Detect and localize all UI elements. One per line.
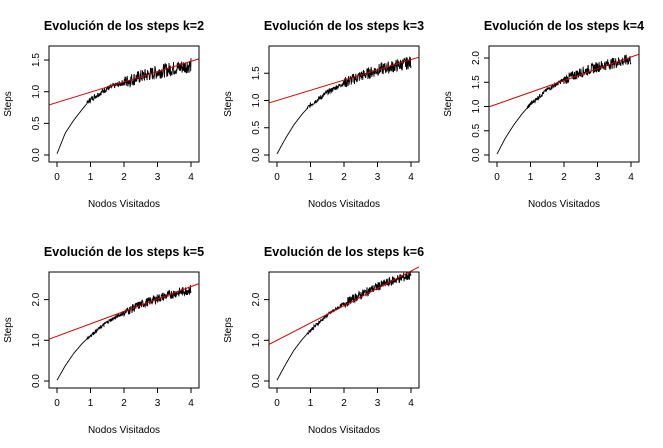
panel-1: Evolución de los steps k=2 0 1 2 3 4 0.0 0.5 1.0…	[3, 19, 204, 210]
data-series-line	[56, 58, 192, 154]
y-axis-label: Steps	[223, 317, 234, 343]
x-tick-label: 1	[308, 398, 314, 409]
y-tick-label: 0.0	[251, 374, 262, 388]
regression-line	[268, 266, 420, 345]
plot-frame	[48, 271, 200, 389]
y-tick-label: 1.0	[251, 93, 262, 107]
y-tick-label: 1.5	[471, 75, 482, 89]
x-axis-label: Nodos Visitados	[308, 425, 380, 436]
regression-line	[268, 56, 420, 104]
y-tick-label: 0.5	[31, 116, 42, 130]
x-tick-label: 0	[274, 172, 280, 183]
x-tick-label: 4	[628, 172, 634, 183]
regression-line	[48, 58, 200, 106]
x-tick-label: 1	[528, 172, 534, 183]
panel-title: Evolución de los steps k=5	[44, 245, 204, 259]
plot-frame	[268, 271, 420, 389]
x-axis-label: Nodos Visitados	[88, 199, 160, 210]
y-tick-label: 0.0	[471, 148, 482, 162]
x-tick-label: 4	[188, 172, 194, 183]
y-tick-label: 1.0	[31, 333, 42, 347]
x-tick-label: 3	[155, 172, 161, 183]
x-axis-label: Nodos Visitados	[308, 199, 380, 210]
y-tick-label: 1.5	[31, 53, 42, 67]
y-tick-label: 0.0	[31, 374, 42, 388]
y-tick-label: 0.5	[471, 123, 482, 137]
panel-title: Evolución de los steps k=2	[44, 19, 204, 33]
x-tick-label: 2	[341, 398, 347, 409]
data-series-line	[496, 54, 632, 155]
x-tick-label: 3	[595, 172, 601, 183]
data-series-line	[56, 285, 192, 381]
regression-line	[488, 53, 640, 108]
x-axis-label: Nodos Visitados	[88, 425, 160, 436]
x-tick-label: 0	[274, 398, 280, 409]
y-tick-label: 2.0	[251, 292, 262, 306]
data-series-line	[276, 271, 412, 381]
y-tick-label: 0.0	[31, 148, 42, 162]
x-tick-label: 4	[188, 398, 194, 409]
x-tick-label: 3	[375, 172, 381, 183]
data-series-line	[276, 56, 412, 155]
x-tick-label: 1	[88, 398, 94, 409]
regression-line	[48, 283, 200, 340]
x-axis-label: Nodos Visitados	[528, 199, 600, 210]
plot-frame	[48, 45, 200, 163]
x-tick-label: 3	[155, 398, 161, 409]
x-tick-label: 0	[494, 172, 500, 183]
plot-frame	[488, 45, 640, 163]
x-tick-label: 2	[561, 172, 567, 183]
y-tick-label: 1.0	[31, 84, 42, 98]
panel-2: Evolución de los steps k=3 0 1 2 3 4 0.0 0.5 1.0…	[223, 19, 424, 210]
y-tick-label: 2.0	[31, 292, 42, 306]
x-tick-label: 1	[88, 172, 94, 183]
x-tick-label: 4	[408, 172, 414, 183]
panel-4: Evolución de los steps k=5 0 1 2 3 4 0.0 1.0 2.0…	[3, 245, 204, 436]
x-tick-label: 2	[121, 172, 127, 183]
panel-title: Evolución de los steps k=3	[264, 19, 424, 33]
panel-5: Evolución de los steps k=6 0 1 2 3 4 0.0 1.0 2.0…	[223, 245, 424, 436]
x-tick-label: 0	[54, 172, 60, 183]
x-tick-label: 4	[408, 398, 414, 409]
y-axis-label: Steps	[3, 91, 14, 117]
y-axis-label: Steps	[223, 91, 234, 117]
y-axis-label: Steps	[3, 317, 14, 343]
panel-title: Evolución de los steps k=4	[484, 19, 644, 33]
y-axis-label: Steps	[443, 91, 454, 117]
panel-3: Evolución de los steps k=4 0 1 2 3 4 0.0 0.5 1.0…	[443, 19, 644, 210]
x-tick-label: 3	[375, 398, 381, 409]
x-tick-label: 2	[121, 398, 127, 409]
y-tick-label: 0.0	[251, 148, 262, 162]
x-tick-label: 1	[308, 172, 314, 183]
y-tick-label: 0.5	[251, 120, 262, 134]
y-tick-label: 1.5	[251, 66, 262, 80]
y-tick-label: 1.0	[471, 99, 482, 113]
x-tick-label: 2	[341, 172, 347, 183]
y-tick-label: 2.0	[471, 51, 482, 65]
panel-title: Evolución de los steps k=6	[264, 245, 424, 259]
y-tick-label: 1.0	[251, 333, 262, 347]
x-tick-label: 0	[54, 398, 60, 409]
